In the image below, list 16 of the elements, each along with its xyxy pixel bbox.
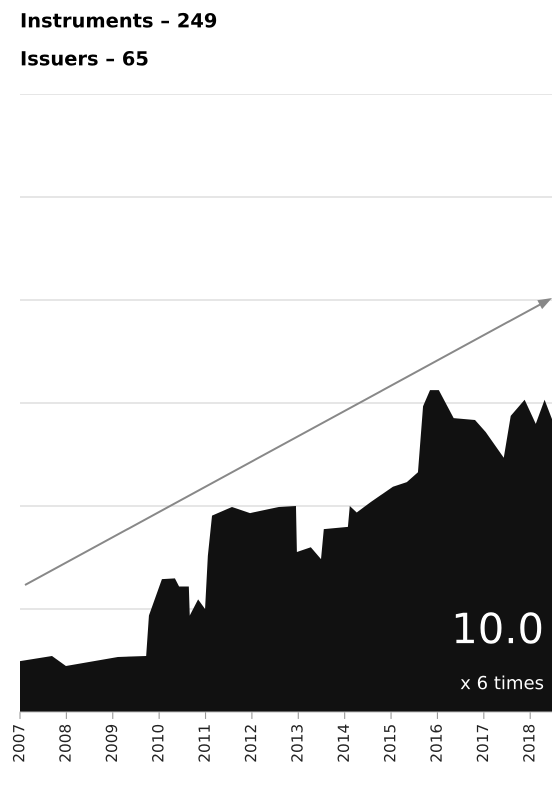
chart-subtitle: Issuers – 65 <box>22 50 148 66</box>
x-tick-label: 2007 <box>12 725 24 762</box>
annotation: 10.0 <box>456 612 542 644</box>
x-tick-label: 2012 <box>244 725 256 762</box>
x-tick-label: 2017 <box>476 725 488 762</box>
annotation: x 6 times <box>460 675 544 690</box>
chart-title: Instruments – 249 <box>22 12 216 28</box>
x-tick-label: 2016 <box>430 724 442 762</box>
x-tick-label: 2015 <box>384 725 396 762</box>
x-tick-label: 2009 <box>106 724 118 762</box>
x-tick-label: 2013 <box>291 725 303 762</box>
x-tick-label: 2008 <box>59 724 71 762</box>
x-tick-label: 2018 <box>523 724 535 762</box>
x-tick-label: 2010 <box>152 724 164 762</box>
x-tick-label: 2014 <box>338 724 350 762</box>
x-tick-label: 2011 <box>198 725 210 762</box>
